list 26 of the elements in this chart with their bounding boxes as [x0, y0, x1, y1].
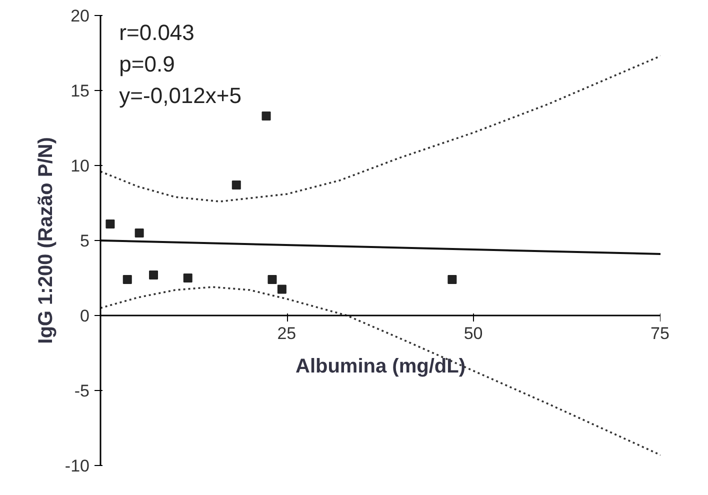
y-tick-label: 20: [70, 6, 90, 26]
x-tick-label: 25: [277, 324, 296, 344]
point: [134, 228, 144, 238]
line-series: [100, 55, 660, 202]
point: [448, 275, 457, 284]
y-tick-label: 10: [70, 156, 90, 176]
annotation: p=0.9: [119, 52, 175, 76]
y-tick-label: 5: [80, 232, 90, 250]
x-axis-title: Albumina (mg/dL): [296, 356, 466, 378]
point: [106, 220, 115, 228]
x-tick-label: 75: [650, 324, 670, 344]
point: [122, 275, 132, 284]
point: [262, 112, 271, 120]
annotation: y=-0,012x+5: [119, 83, 242, 108]
annotation: r=0.043: [119, 20, 194, 45]
y-tick-label: -5: [74, 382, 90, 400]
y-tick-label: 15: [70, 82, 90, 100]
point: [232, 180, 241, 190]
point: [183, 274, 192, 282]
y-tick-label: 0: [80, 306, 90, 326]
point: [149, 270, 158, 280]
point: [268, 275, 277, 284]
point: [277, 284, 286, 294]
y-tick-label: -10: [64, 456, 90, 476]
x-tick-label: 50: [464, 324, 483, 344]
y-axis-title: IgG 1:200 (Razão P/N): [34, 137, 57, 344]
